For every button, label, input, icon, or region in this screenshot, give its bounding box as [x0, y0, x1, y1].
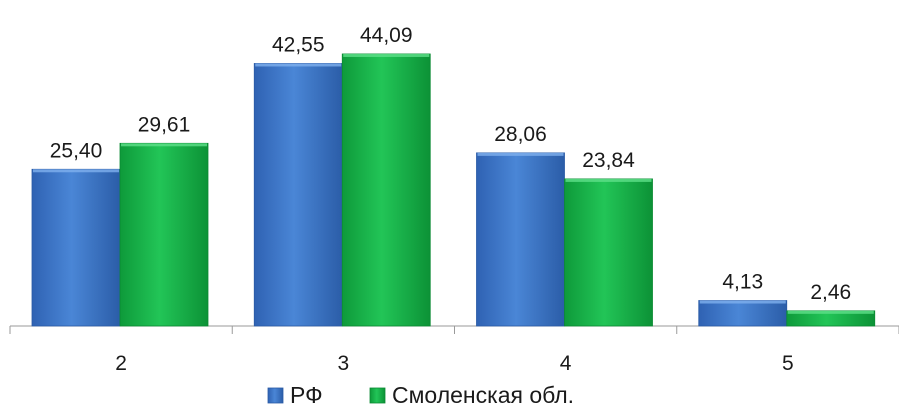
legend-label-smolensk: Смоленская обл.: [392, 382, 574, 408]
category-label: 2: [115, 352, 127, 375]
data-label: 2,46: [810, 281, 851, 304]
data-label: 25,40: [50, 139, 103, 162]
category-label: 5: [782, 352, 794, 375]
category-label: 3: [338, 352, 350, 375]
bar-highlight: [787, 310, 874, 314]
data-label: 29,61: [138, 113, 191, 136]
bar-highlight: [121, 143, 207, 147]
data-label: 4,13: [722, 271, 763, 294]
bar-rf-4: [476, 152, 565, 327]
category-label: 4: [560, 352, 572, 375]
data-label: 28,06: [494, 123, 547, 146]
bar-highlight: [565, 178, 652, 182]
bar-highlight: [33, 169, 119, 173]
bar-highlight: [343, 53, 430, 57]
bar-smolensk-4: [564, 178, 653, 327]
data-label: 44,09: [360, 24, 413, 47]
legend-swatch-rf: [267, 387, 284, 404]
legend-label-rf: РФ: [290, 382, 323, 408]
bar-highlight: [255, 63, 342, 67]
plot-area: 25,40 29,61 2 42,55 44,09 3 28,06 23,84 4 4,13 2,4…: [9, 24, 899, 375]
bar-highlight: [477, 152, 564, 156]
data-label: 42,55: [272, 33, 325, 56]
legend: РФ Смоленская обл.: [267, 382, 574, 408]
bar-rf-2: [31, 168, 121, 327]
bar-highlight: [699, 300, 786, 304]
bar-smolensk-2: [119, 142, 209, 327]
data-label: 23,84: [582, 149, 635, 172]
bar-rf-3: [253, 63, 343, 327]
bar-smolensk-3: [341, 53, 431, 327]
legend-swatch-smolensk: [369, 387, 386, 404]
bar-rf-5: [698, 300, 788, 327]
